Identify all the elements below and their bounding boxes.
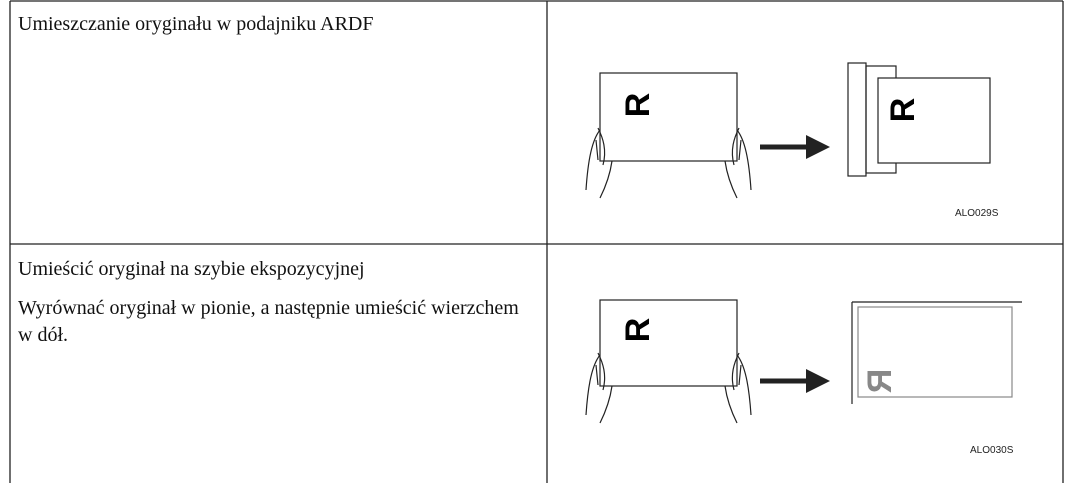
table-grid	[9, 0, 1064, 483]
figure-caption: ALO029S	[955, 208, 999, 219]
paragraph: Umieścić oryginał na szybie ekspozycyjne…	[18, 258, 365, 280]
paragraph: Umieszczanie oryginału w podajniku ARDF	[18, 13, 374, 35]
figure-letter: R	[884, 98, 922, 123]
ardf-illustration	[585, 62, 991, 199]
figure-letter: R	[619, 318, 657, 343]
figure-caption: ALO030S	[970, 445, 1014, 456]
cell-text: Umieścić oryginał na szybie ekspozycyjne…	[18, 256, 538, 361]
cell-text: Umieszczanie oryginału w podajniku ARDF	[18, 11, 538, 50]
glass-illustration	[585, 299, 1022, 424]
figure-letter: R	[619, 93, 657, 118]
figure-letter-mirrored: R	[861, 369, 899, 394]
paragraph: Wyrównać oryginał w pionie, a następnie …	[18, 297, 519, 346]
